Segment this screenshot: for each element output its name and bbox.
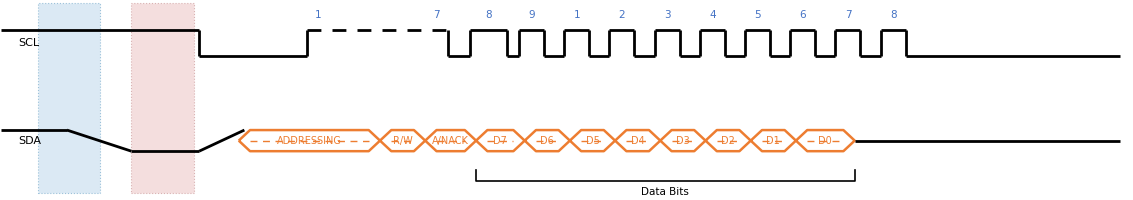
Text: 7: 7 bbox=[433, 10, 440, 20]
Text: 3: 3 bbox=[664, 10, 671, 20]
Text: 9: 9 bbox=[528, 10, 535, 20]
Text: 1: 1 bbox=[573, 10, 580, 20]
Text: D6: D6 bbox=[540, 136, 554, 146]
Text: 8: 8 bbox=[485, 10, 492, 20]
Text: 6: 6 bbox=[800, 10, 806, 20]
Text: 7: 7 bbox=[844, 10, 851, 20]
Text: SDA: SDA bbox=[18, 136, 41, 146]
Text: 1: 1 bbox=[315, 10, 321, 20]
Text: R/W: R/W bbox=[393, 136, 412, 146]
Bar bbox=[131, 3, 194, 193]
Text: A/NACK: A/NACK bbox=[432, 136, 469, 146]
Text: SCL: SCL bbox=[18, 38, 40, 48]
Text: D4: D4 bbox=[631, 136, 645, 146]
Text: 2: 2 bbox=[619, 10, 625, 20]
Text: 8: 8 bbox=[889, 10, 896, 20]
Text: 5: 5 bbox=[755, 10, 761, 20]
Text: D0: D0 bbox=[818, 136, 833, 146]
Text: D5: D5 bbox=[586, 136, 599, 146]
Bar bbox=[37, 3, 100, 193]
Text: ADDRESSING: ADDRESSING bbox=[276, 136, 342, 146]
Text: D2: D2 bbox=[722, 136, 735, 146]
Text: Data Bits: Data Bits bbox=[641, 187, 689, 197]
Text: D1: D1 bbox=[766, 136, 781, 146]
Text: 4: 4 bbox=[709, 10, 716, 20]
Text: D3: D3 bbox=[676, 136, 690, 146]
Text: D7: D7 bbox=[494, 136, 508, 146]
